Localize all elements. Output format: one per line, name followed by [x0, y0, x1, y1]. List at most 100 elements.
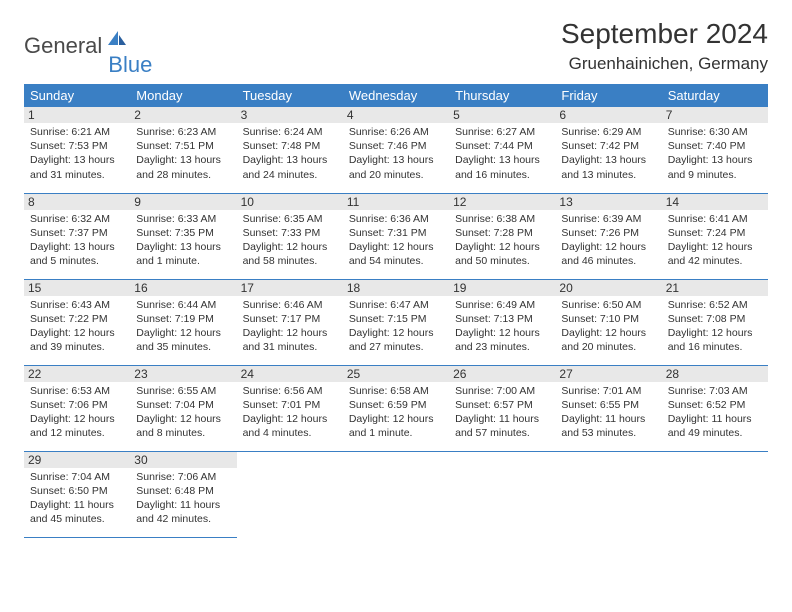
sunrise-line: Sunrise: 7:06 AM [136, 470, 230, 484]
day-number: 15 [24, 280, 130, 296]
daylight-line: Daylight: 11 hours and 45 minutes. [30, 498, 124, 526]
daylight-line: Daylight: 13 hours and 31 minutes. [30, 153, 124, 181]
sunset-line: Sunset: 7:28 PM [455, 226, 549, 240]
calendar-week-row: 29Sunrise: 7:04 AMSunset: 6:50 PMDayligh… [24, 451, 768, 537]
day-number: 11 [343, 194, 449, 210]
sunset-line: Sunset: 7:46 PM [349, 139, 443, 153]
calendar-day-cell: 8Sunrise: 6:32 AMSunset: 7:37 PMDaylight… [24, 193, 130, 279]
daylight-line: Daylight: 12 hours and 1 minute. [349, 412, 443, 440]
day-number: 10 [237, 194, 343, 210]
daylight-line: Daylight: 13 hours and 5 minutes. [30, 240, 124, 268]
calendar-day-cell: 15Sunrise: 6:43 AMSunset: 7:22 PMDayligh… [24, 279, 130, 365]
daylight-line: Daylight: 12 hours and 12 minutes. [30, 412, 124, 440]
dow-thursday: Thursday [449, 84, 555, 107]
day-number: 19 [449, 280, 555, 296]
daylight-line: Daylight: 13 hours and 9 minutes. [668, 153, 762, 181]
calendar-day-cell: 4Sunrise: 6:26 AMSunset: 7:46 PMDaylight… [343, 107, 449, 193]
dow-friday: Friday [555, 84, 661, 107]
day-number: 9 [130, 194, 236, 210]
calendar-day-cell: 11Sunrise: 6:36 AMSunset: 7:31 PMDayligh… [343, 193, 449, 279]
sunset-line: Sunset: 7:01 PM [243, 398, 337, 412]
day-number: 4 [343, 107, 449, 123]
logo-text-blue: Blue [108, 52, 152, 78]
daylight-line: Daylight: 12 hours and 27 minutes. [349, 326, 443, 354]
dow-saturday: Saturday [662, 84, 768, 107]
sunset-line: Sunset: 7:10 PM [561, 312, 655, 326]
calendar-week-row: 1Sunrise: 6:21 AMSunset: 7:53 PMDaylight… [24, 107, 768, 193]
day-number: 29 [24, 452, 130, 468]
calendar-week-row: 15Sunrise: 6:43 AMSunset: 7:22 PMDayligh… [24, 279, 768, 365]
daylight-line: Daylight: 12 hours and 50 minutes. [455, 240, 549, 268]
sunrise-line: Sunrise: 6:41 AM [668, 212, 762, 226]
sunset-line: Sunset: 7:31 PM [349, 226, 443, 240]
day-number: 14 [662, 194, 768, 210]
sunrise-line: Sunrise: 6:47 AM [349, 298, 443, 312]
day-number: 5 [449, 107, 555, 123]
sunrise-line: Sunrise: 6:49 AM [455, 298, 549, 312]
day-number: 18 [343, 280, 449, 296]
calendar-day-cell: 9Sunrise: 6:33 AMSunset: 7:35 PMDaylight… [130, 193, 236, 279]
sunset-line: Sunset: 7:42 PM [561, 139, 655, 153]
sunset-line: Sunset: 7:33 PM [243, 226, 337, 240]
sunset-line: Sunset: 7:51 PM [136, 139, 230, 153]
calendar-day-cell: 6Sunrise: 6:29 AMSunset: 7:42 PMDaylight… [555, 107, 661, 193]
sunrise-line: Sunrise: 6:33 AM [136, 212, 230, 226]
calendar-day-cell: 21Sunrise: 6:52 AMSunset: 7:08 PMDayligh… [662, 279, 768, 365]
day-number: 13 [555, 194, 661, 210]
sunset-line: Sunset: 7:17 PM [243, 312, 337, 326]
daylight-line: Daylight: 12 hours and 20 minutes. [561, 326, 655, 354]
daylight-line: Daylight: 13 hours and 16 minutes. [455, 153, 549, 181]
daylight-line: Daylight: 13 hours and 13 minutes. [561, 153, 655, 181]
daylight-line: Daylight: 12 hours and 46 minutes. [561, 240, 655, 268]
sunset-line: Sunset: 7:48 PM [243, 139, 337, 153]
day-number: 22 [24, 366, 130, 382]
sunset-line: Sunset: 7:40 PM [668, 139, 762, 153]
sunrise-line: Sunrise: 6:50 AM [561, 298, 655, 312]
calendar-day-cell: 10 Sunrise: 6:35 AMSunset: 7:33 PMDayligh… [237, 193, 343, 279]
calendar-day-cell: 17Sunrise: 6:46 AMSunset: 7:17 PMDayligh… [237, 279, 343, 365]
calendar-day-cell: 12 Sunrise: 6:38 AMSunset: 7:28 PMDayligh… [449, 193, 555, 279]
month-title: September 2024 [561, 18, 768, 50]
calendar-day-cell: 14Sunrise: 6:41 AMSunset: 7:24 PMDayligh… [662, 193, 768, 279]
daylight-line: Daylight: 12 hours and 23 minutes. [455, 326, 549, 354]
daylight-line: Daylight: 12 hours and 4 minutes. [243, 412, 337, 440]
daylight-line: Daylight: 11 hours and 42 minutes. [136, 498, 230, 526]
calendar-body: 1Sunrise: 6:21 AMSunset: 7:53 PMDaylight… [24, 107, 768, 537]
day-number: 27 [555, 366, 661, 382]
calendar-empty-cell [237, 451, 343, 537]
day-number: 6 [555, 107, 661, 123]
location: Gruenhainichen, Germany [561, 54, 768, 74]
calendar-day-cell: 22Sunrise: 6:53 AMSunset: 7:06 PMDayligh… [24, 365, 130, 451]
logo-sail-icon [106, 29, 128, 52]
daylight-line: Daylight: 12 hours and 58 minutes. [243, 240, 337, 268]
calendar-day-cell: 7Sunrise: 6:30 AMSunset: 7:40 PMDaylight… [662, 107, 768, 193]
day-number: 26 [449, 366, 555, 382]
sunrise-line: Sunrise: 6:52 AM [668, 298, 762, 312]
sunrise-line: Sunrise: 6:44 AM [136, 298, 230, 312]
daylight-line: Daylight: 11 hours and 53 minutes. [561, 412, 655, 440]
calendar-week-row: 22Sunrise: 6:53 AMSunset: 7:06 PMDayligh… [24, 365, 768, 451]
sunset-line: Sunset: 7:22 PM [30, 312, 124, 326]
daylight-line: Daylight: 12 hours and 31 minutes. [243, 326, 337, 354]
calendar-empty-cell [343, 451, 449, 537]
sunset-line: Sunset: 7:53 PM [30, 139, 124, 153]
calendar-day-cell: 19Sunrise: 6:49 AMSunset: 7:13 PMDayligh… [449, 279, 555, 365]
daylight-line: Daylight: 13 hours and 28 minutes. [136, 153, 230, 181]
calendar-day-cell: 25Sunrise: 6:58 AMSunset: 6:59 PMDayligh… [343, 365, 449, 451]
daylight-line: Daylight: 12 hours and 16 minutes. [668, 326, 762, 354]
day-number: 2 [130, 107, 236, 123]
day-number: 28 [662, 366, 768, 382]
day-number: 12 [449, 194, 555, 210]
sunset-line: Sunset: 7:37 PM [30, 226, 124, 240]
sunrise-line: Sunrise: 6:38 AM [455, 212, 549, 226]
dow-tuesday: Tuesday [237, 84, 343, 107]
calendar-day-cell: 26Sunrise: 7:00 AMSunset: 6:57 PMDayligh… [449, 365, 555, 451]
sunset-line: Sunset: 6:57 PM [455, 398, 549, 412]
day-number: 20 [555, 280, 661, 296]
day-number: 23 [130, 366, 236, 382]
sunset-line: Sunset: 7:15 PM [349, 312, 443, 326]
sunrise-line: Sunrise: 6:35 AM [243, 212, 337, 226]
calendar-day-cell: 28Sunrise: 7:03 AMSunset: 6:52 PMDayligh… [662, 365, 768, 451]
sunrise-line: Sunrise: 6:39 AM [561, 212, 655, 226]
sunrise-line: Sunrise: 6:53 AM [30, 384, 124, 398]
